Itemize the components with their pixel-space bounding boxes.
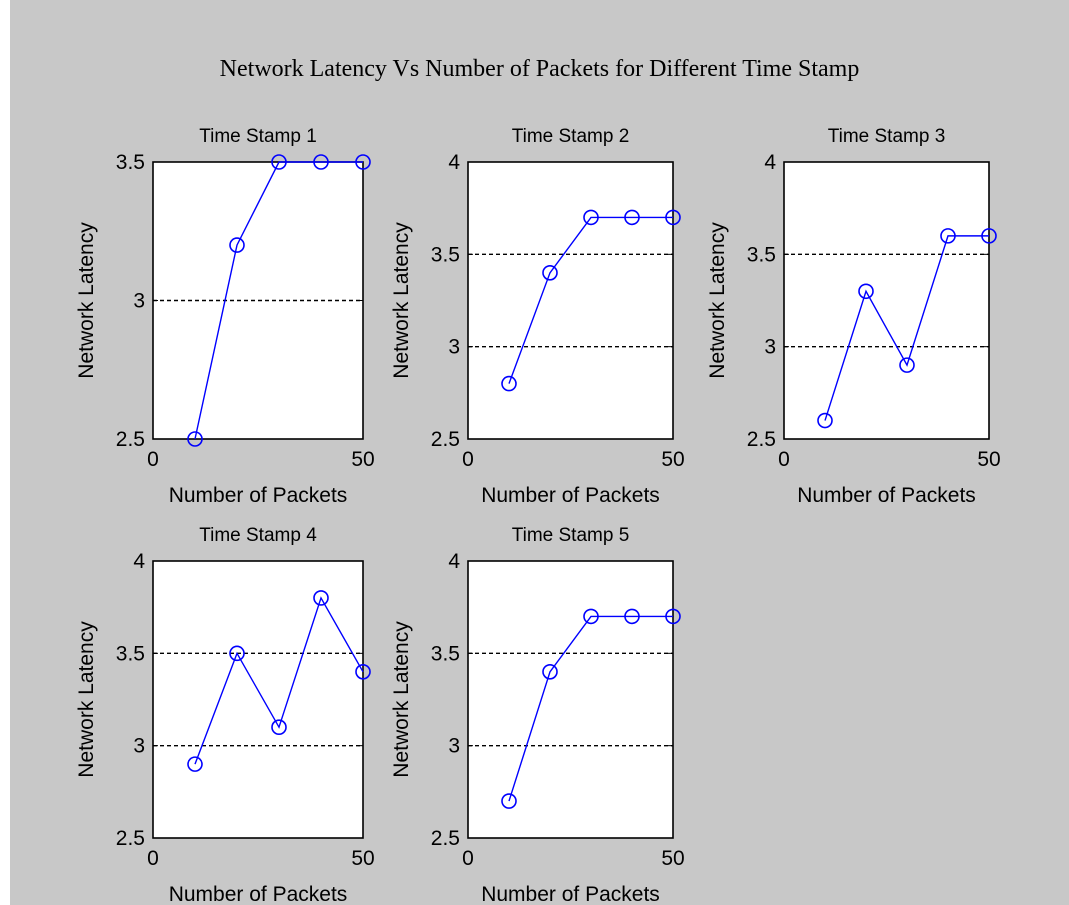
data-point-2-4 — [624, 209, 640, 226]
y-axis-label-2: Network Latency — [390, 222, 413, 379]
series-line-5 — [508, 615, 673, 802]
subplot-title-3: Time Stamp 3 — [828, 126, 946, 147]
data-point-5-5 — [665, 608, 681, 625]
y-axis-label-1: Network Latency — [75, 222, 98, 379]
series-line-4 — [194, 596, 364, 765]
subplot-title-1: Time Stamp 1 — [199, 126, 317, 147]
data-point-3-2 — [858, 283, 874, 300]
subplot-title-2: Time Stamp 2 — [512, 126, 630, 147]
axes-frame-2 — [467, 161, 674, 440]
data-point-4-4 — [313, 590, 329, 606]
y-tick-label-5-1: 2.5 — [431, 827, 460, 850]
x-axis-label-4: Number of Packets — [169, 883, 348, 905]
plot-area-5 — [468, 561, 673, 838]
y-tick-label-3-1: 2.5 — [747, 428, 776, 451]
data-point-5-2 — [542, 663, 558, 680]
series-line-2 — [508, 216, 673, 384]
data-point-3-3 — [899, 357, 915, 373]
x-axis-label-3: Number of Packets — [797, 484, 976, 507]
data-point-3-1 — [817, 412, 833, 429]
y-tick-label-4-4: 4 — [133, 550, 145, 573]
axes-frame-4 — [152, 560, 364, 839]
subplot-title-4: Time Stamp 4 — [199, 525, 317, 546]
data-point-5-1 — [501, 793, 517, 809]
x-axis-label-2: Number of Packets — [481, 484, 660, 507]
y-tick-label-2-3: 3.5 — [431, 243, 460, 266]
data-point-5-4 — [624, 608, 640, 625]
axes-frame-5 — [467, 560, 674, 839]
data-point-4-5 — [355, 663, 371, 680]
x-tick-label-3-2: 50 — [977, 448, 1000, 471]
subplot-title-5: Time Stamp 5 — [512, 525, 630, 546]
data-point-1-3 — [271, 154, 287, 170]
y-tick-label-1-1: 2.5 — [116, 428, 145, 451]
x-tick-label-5-1: 0 — [462, 847, 474, 870]
x-tick-label-4-1: 0 — [147, 847, 159, 870]
plot-area-2 — [468, 162, 673, 439]
x-tick-label-1-1: 0 — [147, 448, 159, 471]
x-tick-label-5-2: 50 — [661, 847, 684, 870]
series-line-1 — [194, 161, 363, 440]
y-tick-label-3-2: 3 — [764, 336, 776, 359]
plot-area-4 — [153, 561, 363, 838]
y-tick-label-4-2: 3 — [133, 735, 145, 758]
data-point-4-1 — [187, 756, 203, 772]
y-tick-label-1-3: 3.5 — [116, 151, 145, 174]
series-line-3 — [824, 235, 989, 421]
axes-frame-3 — [783, 161, 990, 440]
data-point-1-5 — [355, 154, 371, 170]
data-point-1-1 — [187, 431, 203, 447]
x-axis-label-5: Number of Packets — [481, 883, 660, 905]
x-tick-label-1-2: 50 — [351, 448, 374, 471]
y-tick-label-3-4: 4 — [764, 151, 776, 174]
y-tick-label-2-4: 4 — [448, 151, 460, 174]
x-tick-label-2-1: 0 — [462, 448, 474, 471]
y-tick-label-5-4: 4 — [448, 550, 460, 573]
y-axis-label-5: Network Latency — [390, 621, 413, 778]
y-tick-label-5-2: 3 — [448, 735, 460, 758]
data-point-2-1 — [501, 375, 517, 392]
y-tick-label-2-1: 2.5 — [431, 428, 460, 451]
x-tick-label-2-2: 50 — [661, 448, 684, 471]
data-point-3-5 — [981, 228, 997, 244]
data-point-2-3 — [583, 209, 599, 226]
x-tick-label-3-1: 0 — [778, 448, 790, 471]
y-tick-label-4-1: 2.5 — [116, 827, 145, 850]
data-point-4-2 — [229, 645, 245, 662]
x-axis-label-1: Number of Packets — [169, 484, 348, 507]
figure-title: Network Latency Vs Number of Packets for… — [219, 56, 860, 82]
y-tick-label-4-3: 3.5 — [116, 642, 145, 665]
data-point-5-3 — [583, 608, 599, 625]
data-point-2-5 — [665, 209, 681, 226]
y-axis-label-3: Network Latency — [706, 222, 729, 379]
y-tick-label-5-3: 3.5 — [431, 642, 460, 665]
y-axis-label-4: Network Latency — [75, 621, 98, 778]
data-point-2-2 — [542, 264, 558, 281]
data-point-4-3 — [271, 719, 287, 736]
plot-area-3 — [784, 162, 989, 439]
y-tick-label-1-2: 3 — [133, 290, 145, 313]
y-tick-label-2-2: 3 — [448, 336, 460, 359]
data-point-1-2 — [229, 237, 245, 253]
data-point-1-4 — [313, 154, 329, 170]
data-point-3-4 — [940, 228, 956, 244]
x-tick-label-4-2: 50 — [351, 847, 374, 870]
y-tick-label-3-3: 3.5 — [747, 243, 776, 266]
